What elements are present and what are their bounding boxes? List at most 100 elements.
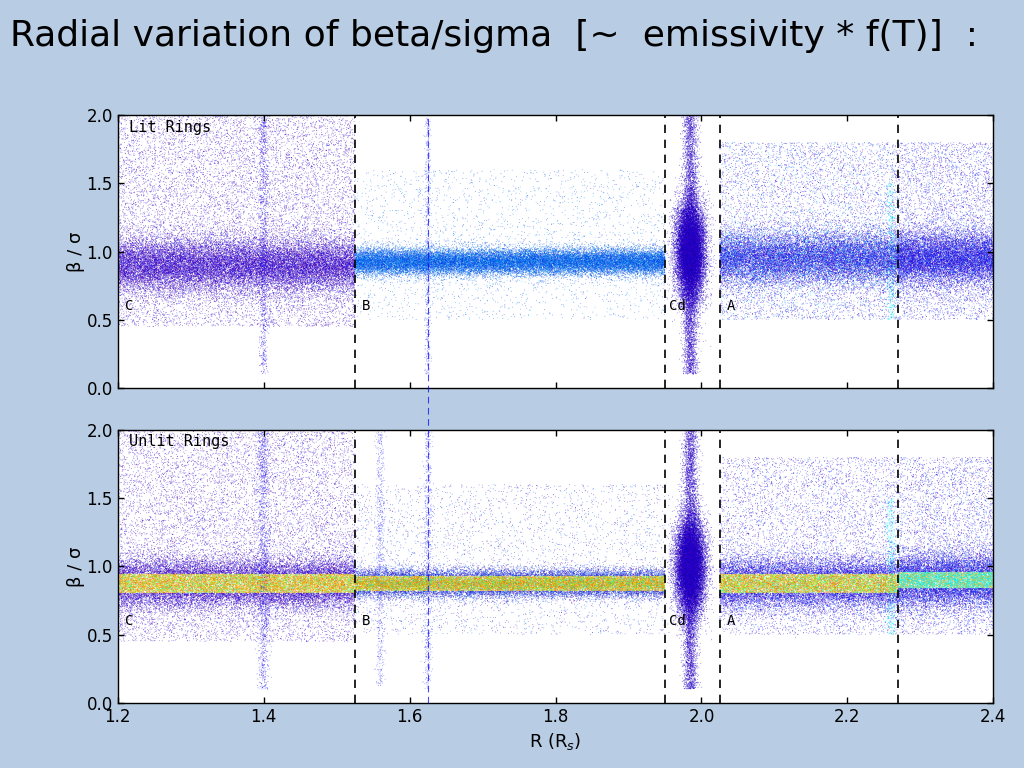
Point: [240, 284, 256, 296]
Point: [808, 264, 824, 276]
Point: [688, 146, 705, 158]
Point: [176, 569, 193, 581]
Point: [115, 574, 131, 587]
Point: [684, 227, 700, 239]
Point: [114, 562, 130, 574]
Point: [147, 280, 164, 292]
Point: [322, 574, 338, 586]
Point: [237, 425, 253, 437]
Point: [612, 257, 629, 269]
Point: [208, 160, 224, 172]
Point: [820, 570, 837, 582]
Point: [393, 260, 410, 272]
Point: [771, 602, 787, 614]
Point: [683, 554, 699, 567]
Point: [380, 584, 396, 596]
Point: [812, 578, 828, 590]
Point: [680, 273, 696, 286]
Point: [494, 260, 510, 272]
Point: [240, 105, 256, 118]
Point: [208, 574, 224, 586]
Point: [871, 576, 888, 588]
Point: [373, 673, 389, 685]
Point: [245, 233, 261, 245]
Point: [145, 591, 162, 603]
Point: [686, 478, 702, 490]
Point: [312, 598, 329, 610]
Point: [506, 252, 522, 264]
Point: [632, 257, 648, 269]
Point: [139, 247, 156, 260]
Point: [369, 259, 385, 271]
Point: [672, 265, 688, 277]
Point: [539, 252, 555, 264]
Point: [909, 293, 926, 305]
Point: [441, 258, 458, 270]
Point: [140, 262, 157, 274]
Point: [856, 565, 872, 578]
Point: [979, 260, 995, 273]
Point: [284, 268, 300, 280]
Point: [141, 619, 158, 631]
Point: [589, 565, 605, 578]
Point: [164, 574, 180, 587]
Point: [692, 553, 709, 565]
Point: [847, 185, 863, 197]
Point: [550, 250, 566, 262]
Point: [581, 577, 597, 589]
Point: [892, 572, 908, 584]
Point: [687, 239, 703, 251]
Point: [324, 257, 340, 269]
Point: [282, 571, 298, 584]
Point: [173, 290, 189, 302]
Point: [683, 223, 699, 236]
Point: [240, 286, 256, 299]
Point: [685, 174, 701, 187]
Point: [486, 266, 503, 278]
Point: [922, 230, 938, 243]
Point: [729, 597, 745, 609]
Point: [677, 217, 693, 229]
Point: [684, 233, 700, 245]
Point: [928, 256, 944, 268]
Point: [975, 554, 991, 566]
Point: [318, 258, 335, 270]
Point: [157, 595, 173, 607]
Point: [582, 259, 598, 271]
Point: [242, 243, 258, 255]
Point: [739, 594, 756, 607]
Point: [682, 214, 698, 226]
Point: [514, 582, 530, 594]
Point: [318, 586, 335, 598]
Point: [221, 253, 238, 265]
Point: [311, 315, 328, 327]
Point: [188, 230, 205, 242]
Point: [652, 257, 669, 270]
Point: [686, 239, 702, 251]
Point: [803, 622, 819, 634]
Point: [897, 591, 913, 603]
Point: [796, 571, 812, 584]
Point: [814, 238, 830, 250]
Point: [395, 562, 412, 574]
Point: [949, 607, 966, 619]
Point: [378, 563, 394, 575]
Point: [269, 232, 286, 244]
Point: [648, 584, 665, 596]
Point: [263, 632, 280, 644]
Point: [975, 554, 991, 567]
Point: [605, 592, 622, 604]
Point: [478, 252, 495, 264]
Point: [517, 256, 534, 268]
Point: [835, 240, 851, 252]
Point: [387, 579, 403, 591]
Point: [902, 286, 919, 299]
Point: [160, 283, 176, 295]
Point: [692, 547, 709, 559]
Point: [971, 582, 987, 594]
Point: [130, 248, 146, 260]
Point: [294, 263, 310, 276]
Point: [680, 210, 696, 222]
Point: [713, 282, 729, 294]
Point: [328, 263, 344, 276]
